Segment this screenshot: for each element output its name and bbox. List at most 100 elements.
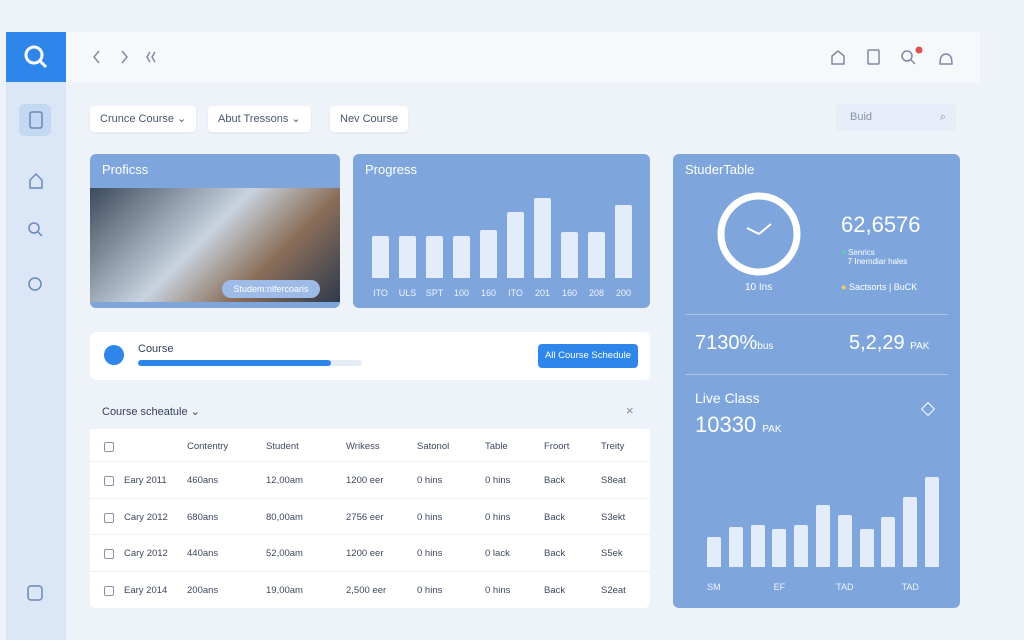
close-icon[interactable]: × — [626, 403, 634, 418]
top-bar — [66, 32, 980, 82]
schedule-title-text: Course scheatule — [102, 406, 188, 418]
checkbox — [104, 476, 114, 486]
photo-caption: Studem:nlfercoaris — [222, 280, 320, 298]
filter-button[interactable]: Nev Course — [330, 106, 409, 132]
bar — [706, 537, 721, 567]
bar — [614, 205, 633, 278]
progress-fill — [138, 360, 331, 366]
table-cell: S3ekt — [601, 511, 626, 523]
x-tick-label: SPT — [425, 288, 444, 298]
stat: 7130%bus — [695, 332, 773, 355]
legend-item: ● Sactsorts | BuCK — [841, 282, 918, 292]
table-cell: 0 hins — [417, 584, 443, 596]
x-tick-label: 200 — [615, 288, 632, 298]
bar — [794, 525, 809, 567]
bar — [816, 505, 830, 567]
table-cell: 1200 eer — [346, 548, 384, 559]
course-label: Course — [138, 343, 174, 355]
table-cell: 200ans — [187, 584, 219, 596]
table-cell: Eary 2014 — [124, 584, 168, 596]
profile-card: Proficss Studem:nlfercoaris — [90, 154, 340, 308]
bar — [925, 477, 940, 567]
bar — [506, 212, 525, 278]
checkbox — [104, 442, 114, 452]
bar — [398, 236, 417, 278]
nav-icons — [27, 111, 43, 601]
legend-text: Senrics — [848, 248, 875, 257]
filter-button[interactable]: Crunce Course ⌄ — [90, 106, 197, 132]
legend-item: ● Senrics 7 Inerndiar hales — [841, 248, 908, 266]
column-header: Froort — [544, 441, 570, 452]
search-placeholder: Buid — [850, 111, 873, 123]
column-header: Satonol — [417, 441, 450, 452]
total: 62,6576 — [841, 212, 921, 237]
search-box[interactable]: Buid ⌕ — [836, 104, 956, 130]
bar — [479, 230, 498, 278]
x-tick-label: ITO — [373, 288, 388, 298]
filter-label: Crunce Course — [100, 113, 174, 125]
stat: 5,2,29 PAK — [849, 332, 929, 355]
clock-label: 10 Ins — [745, 282, 773, 293]
progress-track — [138, 360, 362, 366]
bar — [881, 517, 896, 567]
bar — [728, 527, 743, 567]
stat-value: 7130% — [695, 332, 758, 354]
x-tick-label: TAD — [901, 582, 919, 592]
student-panel: StuderTable 10 Ins 62,6576 ● Senrics 7 I… — [673, 154, 960, 608]
table-cell: Back — [544, 584, 566, 596]
table-cell: 2,500 eer — [346, 584, 387, 596]
table-cell: 52,00am — [266, 548, 303, 559]
live-unit: PAK — [762, 424, 782, 435]
table-cell: 0 hins — [485, 475, 511, 486]
legend-text: Sactsorts | BuCK — [848, 282, 918, 292]
table-cell: Eary 2011 — [124, 475, 167, 486]
table-cell: 2756 eer — [346, 511, 384, 523]
bar — [560, 232, 579, 278]
table-cell: Back — [544, 511, 566, 523]
progress-card: Progress ITO ULS SPT 100 160 ITO 201 160 208 200 — [353, 154, 650, 308]
table-cell: 0 hins — [417, 475, 443, 486]
table-cell: 0 hins — [485, 584, 511, 596]
filter-button[interactable]: Abut Tressons ⌄ — [208, 106, 311, 132]
schedule-table: Course scheatule ⌄ × Contentry Student Wri… — [90, 395, 650, 608]
card-title: Proficss — [102, 162, 149, 177]
live-number: 10330 — [695, 412, 757, 437]
x-tick-label: SM — [707, 582, 721, 592]
schedule-title[interactable]: Course scheatule ⌄ — [102, 406, 200, 418]
bar — [452, 236, 471, 278]
table-cell: Cary 2012 — [124, 548, 168, 559]
bar — [750, 525, 765, 567]
bar — [425, 236, 444, 278]
column-header: Treity — [601, 441, 625, 452]
column-header: Table — [485, 441, 508, 452]
table-cell: Back — [544, 548, 566, 559]
checkbox — [104, 512, 114, 523]
row-divider — [90, 534, 650, 535]
table-cell: S5ek — [601, 548, 623, 559]
search-logo[interactable] — [6, 32, 66, 82]
x-tick-label: 160 — [480, 288, 497, 298]
row-divider — [90, 497, 650, 499]
card-title: Progress — [365, 162, 418, 177]
diamond-icon[interactable] — [920, 401, 936, 417]
x-tick-label: TAD — [836, 582, 854, 592]
column-header: Wrikess — [346, 441, 380, 452]
top-icons — [93, 46, 953, 65]
table-cell: 0 lack — [485, 548, 510, 559]
filter-label: Abut Tressons — [218, 113, 289, 125]
table-cell: 12,00am — [266, 475, 303, 486]
course-icon — [104, 345, 124, 365]
schedule-button[interactable]: All Course Schedule — [538, 344, 638, 368]
table-cell: 1200 eer — [346, 475, 384, 486]
table-cell: 0 hins — [417, 511, 443, 523]
table-cell: 0 hins — [417, 548, 443, 559]
bar — [587, 232, 606, 278]
nav-active[interactable] — [19, 104, 51, 136]
bar — [772, 529, 787, 567]
x-tick-label: ITO — [508, 288, 523, 298]
x-tick-label: 201 — [534, 288, 551, 298]
table-cell: 80,00am — [266, 511, 303, 523]
column-header: Contentry — [187, 441, 229, 452]
x-tick-label: 160 — [561, 288, 578, 298]
bar — [903, 497, 918, 567]
